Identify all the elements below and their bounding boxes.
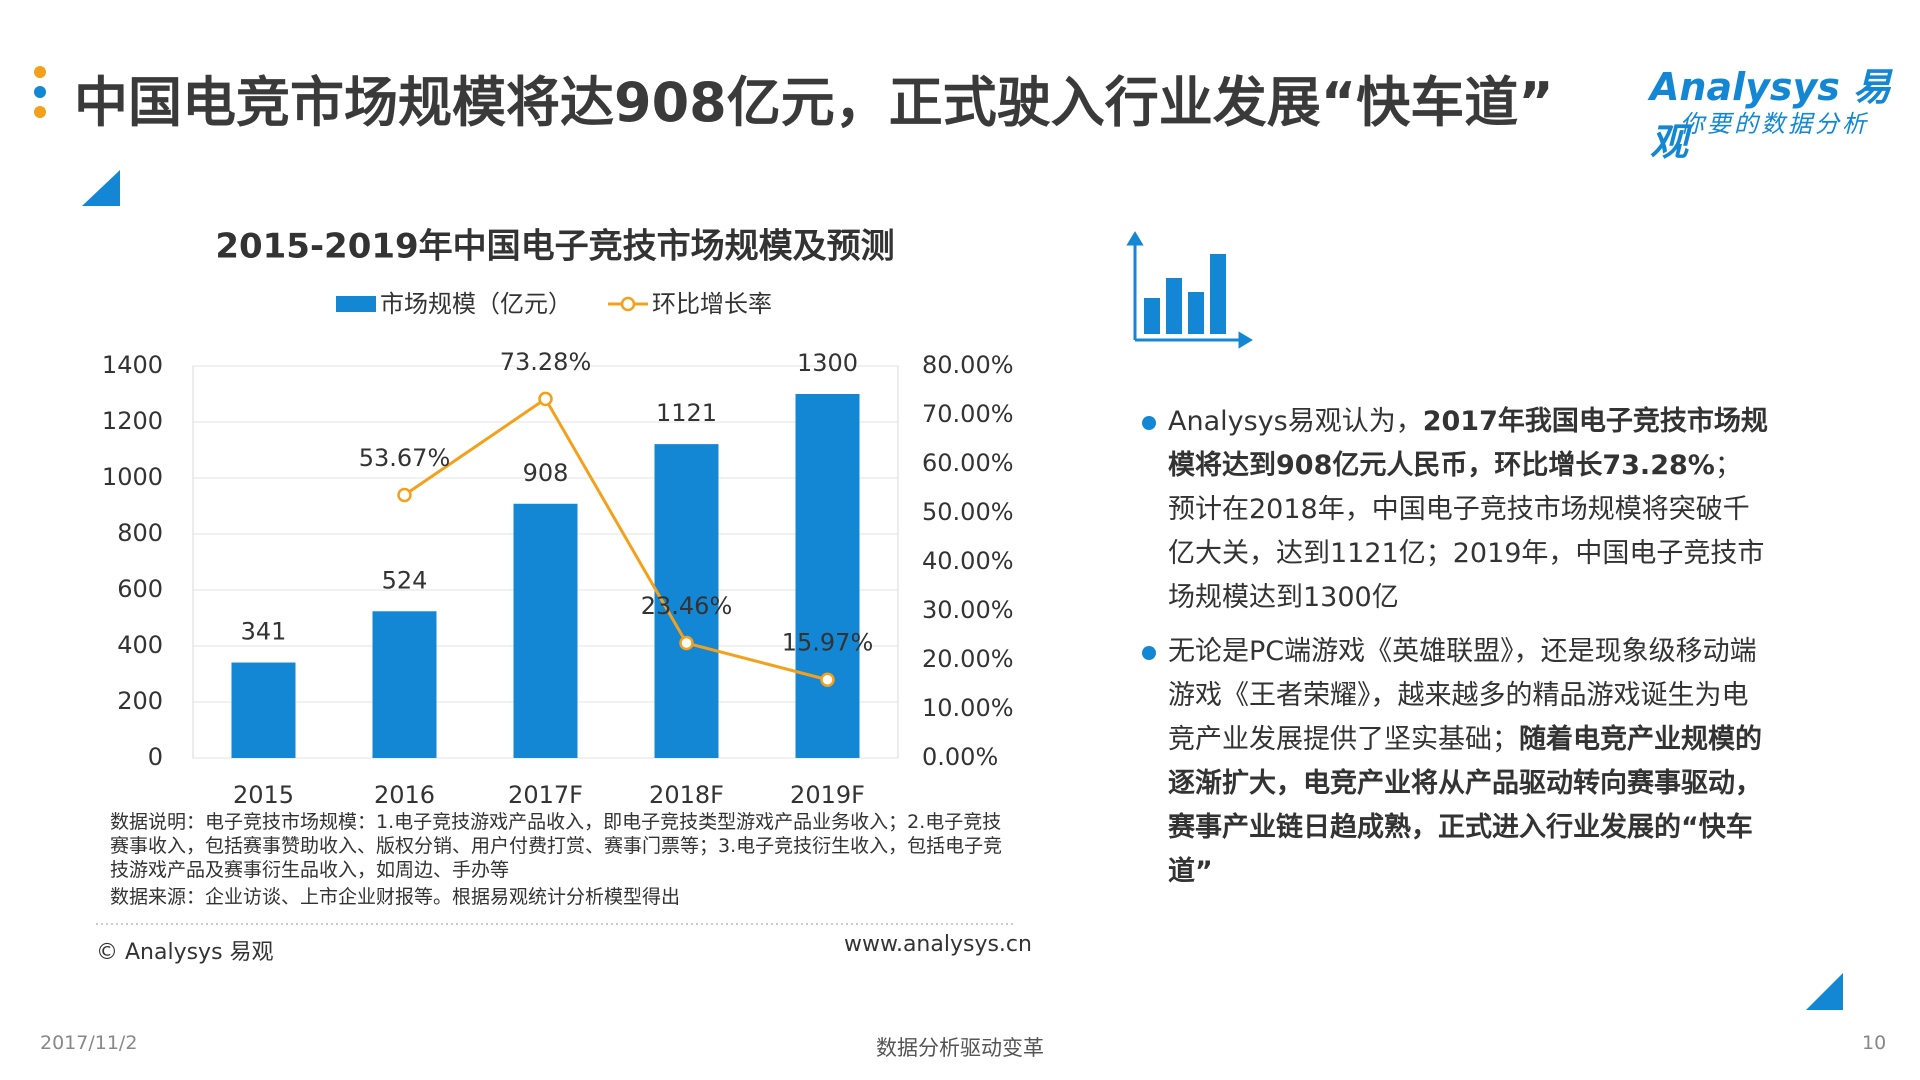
bullet-text: ；预计在2018年，中国电子竞技市场规模将突破千亿大关，达到1121亿；2019… xyxy=(1168,450,1765,613)
x-tick-label: 2016 xyxy=(374,781,435,809)
bar-value-label: 1300 xyxy=(797,349,858,377)
y2-tick-label: 50.00% xyxy=(922,498,1014,526)
y-tick-label: 200 xyxy=(117,687,163,715)
bullet-text: 随着电竞产业规模的逐渐扩大，电竞产业将从产品驱动转向赛事驱动，赛事产业链日趋成熟… xyxy=(1168,724,1762,887)
line-point xyxy=(538,391,553,407)
bullet-text: Analysys易观认为， xyxy=(1168,406,1423,437)
chart-icon xyxy=(1126,231,1253,349)
line-value-label: 23.46% xyxy=(641,592,733,620)
website: www.analysys.cn xyxy=(844,932,1032,957)
y2-tick-label: 30.00% xyxy=(922,596,1014,624)
corner-triangle xyxy=(1806,973,1843,1010)
bar xyxy=(654,444,719,758)
copyright: © Analysys 易观 xyxy=(96,940,274,965)
date: 2017/11/2 xyxy=(40,1032,138,1054)
bullet: 无论是PC端游戏《英雄联盟》，还是现象级移动端游戏《王者荣耀》，越来越多的精品游… xyxy=(1142,630,1768,894)
slogan: 数据分析驱动变革 xyxy=(876,1036,1044,1060)
bar-value-label: 524 xyxy=(382,566,428,594)
title-dots xyxy=(34,66,46,118)
y2-tick-label: 20.00% xyxy=(922,645,1014,673)
y2-tick-label: 0.00% xyxy=(922,743,998,771)
bar-value-label: 341 xyxy=(241,618,287,646)
y-tick-label: 1400 xyxy=(102,351,163,379)
bullet: Analysys易观认为，2017年我国电子竞技市场规模将达到908亿元人民币，… xyxy=(1142,400,1768,620)
line-point xyxy=(820,672,835,687)
legend-label: 市场规模（亿元） xyxy=(380,290,572,318)
y-tick-label: 1000 xyxy=(102,463,163,491)
bar xyxy=(231,662,296,758)
bullet-text: 无论是PC端游戏《英雄联盟》，还是现象级移动端游戏《王者荣耀》，越来越多的精品游… xyxy=(1168,636,1757,755)
bar xyxy=(513,503,578,758)
legend-swatch xyxy=(336,296,376,312)
x-tick-label: 2019F xyxy=(790,781,865,809)
chart-source: 数据来源：企业访谈、上市企业财报等。根据易观统计分析模型得出 xyxy=(110,886,681,908)
line-point xyxy=(679,635,694,651)
line xyxy=(403,396,828,682)
y2-tick-label: 10.00% xyxy=(922,694,1014,722)
y-tick-label: 600 xyxy=(117,575,163,603)
bar-value-label: 1121 xyxy=(656,399,717,427)
y2-tick-label: 40.00% xyxy=(922,547,1014,575)
y-tick-label: 400 xyxy=(117,631,163,659)
x-tick-label: 2015 xyxy=(233,781,294,809)
bullet-list: Analysys易观认为，2017年我国电子竞技市场规模将达到908亿元人民币，… xyxy=(1142,400,1768,904)
bar-value-label: 908 xyxy=(523,459,569,487)
bar xyxy=(372,611,437,758)
legend-swatch xyxy=(620,296,636,312)
y2-tick-label: 70.00% xyxy=(922,400,1014,428)
legend-label: 环比增长率 xyxy=(652,290,772,318)
y2-tick-label: 80.00% xyxy=(922,351,1014,379)
y-tick-label: 800 xyxy=(117,519,163,547)
page-number: 10 xyxy=(1862,1032,1887,1054)
bullet-text: 2017年我国电子竞技市场规模将达到908亿元人民币，环比增长73.28% xyxy=(1168,406,1768,481)
corner-triangle xyxy=(82,170,120,206)
line-point xyxy=(397,487,412,503)
slide-title: 中国电竞市场规模将达908亿元，正式驶入行业发展“快车道” xyxy=(74,71,1554,134)
line-value-label: 15.97% xyxy=(782,629,874,657)
line-value-label: 73.28% xyxy=(500,348,592,376)
chart-note: 数据说明：电子竞技市场规模：1.电子竞技游戏产品收入，即电子竞技类型游戏产品业务… xyxy=(110,811,1003,881)
logo: Analysys 易观 xyxy=(1650,65,1892,164)
y-tick-label: 1200 xyxy=(102,407,163,435)
line-value-label: 53.67% xyxy=(359,444,451,472)
x-tick-label: 2018F xyxy=(649,781,724,809)
bar xyxy=(795,394,860,758)
y2-tick-label: 60.00% xyxy=(922,449,1014,477)
y-tick-label: 0 xyxy=(148,743,163,771)
chart-title: 2015-2019年中国电子竞技市场规模及预测 xyxy=(215,227,894,267)
x-tick-label: 2017F xyxy=(508,781,583,809)
logo-tagline: 你要的数据分析 xyxy=(1680,110,1869,138)
